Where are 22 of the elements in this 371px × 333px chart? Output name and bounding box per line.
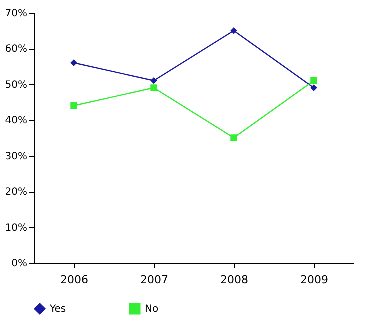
- y-tick-label: 20%: [5, 187, 28, 198]
- point: [150, 78, 158, 84]
- point: [310, 78, 318, 84]
- legend-label: Yes: [49, 304, 66, 315]
- legend-label: No: [145, 304, 159, 315]
- y-tick-label: 60%: [5, 44, 28, 56]
- y-tick-label: 40%: [5, 116, 28, 127]
- y-tick-label: 50%: [5, 80, 28, 91]
- point: [310, 84, 318, 92]
- x-tick-label: 2006: [60, 274, 88, 286]
- y-tick-label: 70%: [5, 8, 28, 20]
- x-tick-label: 2009: [300, 274, 328, 286]
- point: [70, 60, 78, 66]
- y-tick-label: 10%: [5, 222, 28, 234]
- x-tick-label: 2008: [220, 274, 248, 286]
- y-tick-label: 30%: [5, 151, 28, 162]
- point: [230, 28, 238, 34]
- x-tick-label: 2007: [140, 274, 168, 286]
- point: [150, 84, 158, 92]
- y-tick-label: 0%: [12, 258, 28, 270]
- point: [70, 102, 78, 110]
- point: [230, 134, 238, 142]
